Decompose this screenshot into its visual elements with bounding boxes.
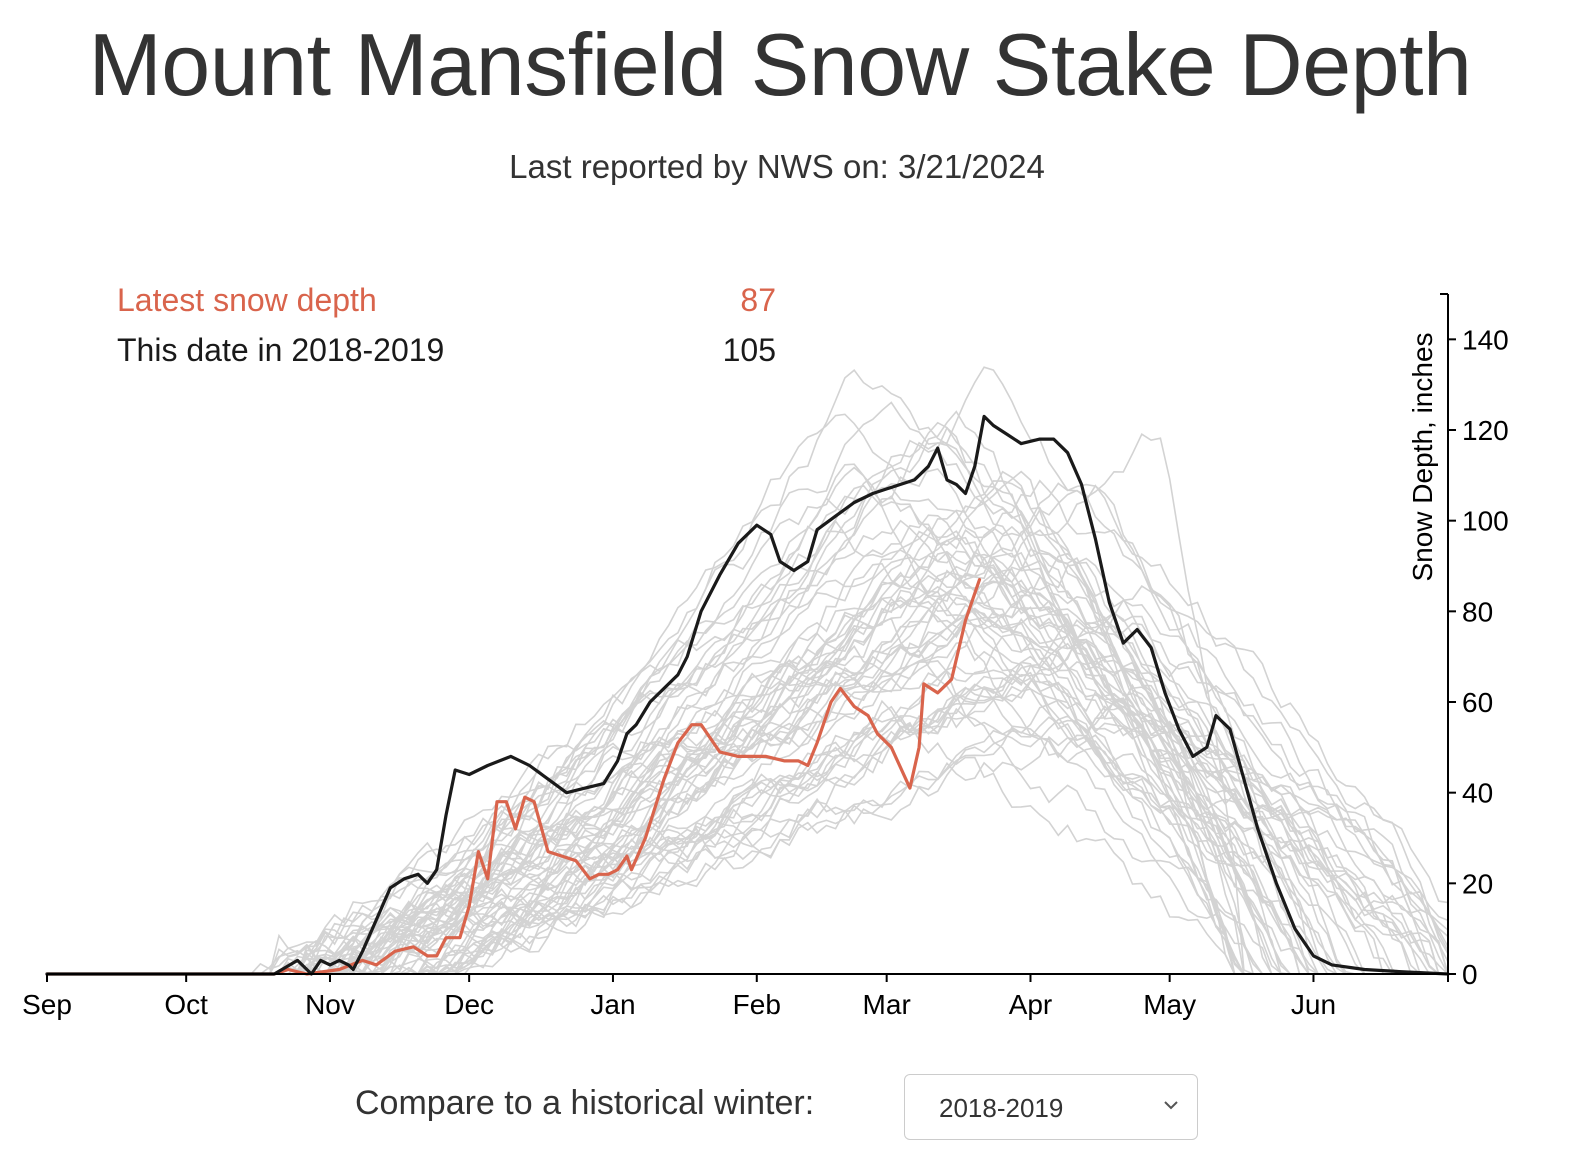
historical-winter-line: [47, 617, 1448, 976]
y-axis-label: Snow Depth, inches: [1407, 332, 1438, 581]
x-tick-label: Mar: [863, 989, 911, 1020]
y-tick-label: 100: [1462, 506, 1509, 537]
x-tick-label: Jan: [590, 989, 635, 1020]
historical-winters-layer: [47, 366, 1449, 976]
historical-winter-line: [47, 369, 1448, 975]
axes-layer: Sep Oct Nov Dec Jan Feb Mar Apr May Jun 0 20 40 60 80 1…: [22, 293, 1509, 1020]
compare-control: Compare to a historical winter: 2018-201…: [0, 1074, 1586, 1144]
legend-compare-label: This date in 2018-2019: [117, 332, 444, 368]
y-tick-label: 140: [1462, 324, 1509, 355]
snow-depth-chart: Sep Oct Nov Dec Jan Feb Mar Apr May Jun 0 20 40 60 80 1…: [22, 282, 1509, 1020]
x-tick-label: Dec: [444, 989, 494, 1020]
legend-compare-value: 105: [723, 332, 776, 368]
winter-select[interactable]: 2018-2019: [904, 1074, 1198, 1140]
y-tick-label: 0: [1462, 959, 1478, 990]
x-tick-label: Oct: [164, 989, 208, 1020]
historical-winter-line: [47, 700, 1448, 976]
x-tick-label: Sep: [22, 989, 72, 1020]
winter-select-value: 2018-2019: [939, 1093, 1064, 1123]
page-title: Mount Mansfield Snow Stake Depth: [88, 15, 1472, 114]
historical-winter-line: [47, 366, 1448, 975]
current-season-line: [45, 577, 982, 976]
y-tick-label: 60: [1462, 687, 1493, 718]
y-tick-label: 20: [1462, 868, 1493, 899]
legend: Latest snow depth 87 This date in 2018-2…: [117, 282, 776, 368]
y-tick-label: 40: [1462, 778, 1493, 809]
historical-winter-line: [47, 421, 1448, 975]
y-tick-label: 120: [1462, 415, 1509, 446]
legend-latest-label: Latest snow depth: [117, 282, 377, 318]
x-tick-label: Jun: [1291, 989, 1336, 1020]
x-tick-label: Nov: [305, 989, 355, 1020]
x-tick-label: Apr: [1009, 989, 1053, 1020]
x-tick-label: May: [1143, 989, 1196, 1020]
chevron-down-icon: [1164, 1101, 1178, 1110]
legend-latest-value: 87: [740, 282, 776, 318]
historical-winter-line: [47, 526, 1448, 975]
y-tick-label: 80: [1462, 596, 1493, 627]
x-tick-label: Feb: [733, 989, 781, 1020]
compare-label: Compare to a historical winter:: [355, 1084, 815, 1122]
series-layer: [45, 414, 1450, 976]
comparison-season-line: [45, 414, 1450, 976]
last-reported-subtitle: Last reported by NWS on: 3/21/2024: [509, 148, 1045, 185]
